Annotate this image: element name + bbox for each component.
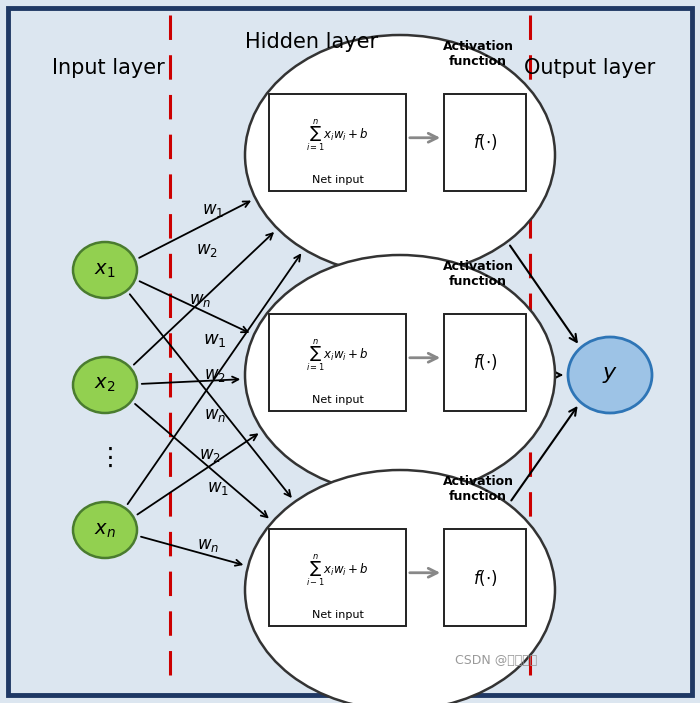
Text: Net input: Net input: [312, 175, 363, 185]
Text: $w_n$: $w_n$: [204, 406, 226, 424]
Text: $\sum_{i-1}^{n} x_i w_i + b$: $\sum_{i-1}^{n} x_i w_i + b$: [306, 552, 369, 588]
Text: $w_2$: $w_2$: [199, 446, 221, 464]
Text: $\vdots$: $\vdots$: [97, 446, 113, 470]
Text: $w_1$: $w_1$: [203, 331, 227, 349]
Text: Output layer: Output layer: [524, 58, 656, 78]
Text: CSDN @皮皮冰燃: CSDN @皮皮冰燃: [455, 654, 538, 666]
FancyBboxPatch shape: [8, 8, 692, 695]
Ellipse shape: [73, 357, 137, 413]
Text: $x_2$: $x_2$: [94, 375, 116, 394]
FancyBboxPatch shape: [444, 529, 526, 626]
Text: $w_2$: $w_2$: [204, 366, 226, 384]
FancyBboxPatch shape: [269, 529, 406, 626]
Ellipse shape: [73, 242, 137, 298]
Ellipse shape: [245, 35, 555, 275]
Text: Input layer: Input layer: [52, 58, 164, 78]
Text: $w_1$: $w_1$: [202, 201, 224, 219]
Text: $w_1$: $w_1$: [207, 479, 229, 497]
Text: $\sum_{i=1}^{n} x_i w_i + b$: $\sum_{i=1}^{n} x_i w_i + b$: [306, 117, 369, 153]
Text: $f(\cdot)$: $f(\cdot)$: [473, 132, 498, 153]
Text: $f(\cdot)$: $f(\cdot)$: [473, 352, 498, 373]
Text: Net input: Net input: [312, 395, 363, 405]
Text: Net input: Net input: [312, 610, 363, 620]
Ellipse shape: [245, 470, 555, 703]
FancyBboxPatch shape: [269, 94, 406, 191]
Text: $x_n$: $x_n$: [94, 520, 116, 539]
Text: Activation
function: Activation function: [442, 475, 514, 503]
Text: $f(\cdot)$: $f(\cdot)$: [473, 567, 498, 588]
FancyBboxPatch shape: [444, 94, 526, 191]
FancyBboxPatch shape: [269, 314, 406, 411]
FancyBboxPatch shape: [444, 314, 526, 411]
Text: Hidden layer: Hidden layer: [245, 32, 378, 52]
Text: $w_n$: $w_n$: [197, 536, 219, 554]
Text: Activation
function: Activation function: [442, 40, 514, 68]
Text: $y$: $y$: [602, 365, 618, 385]
Ellipse shape: [73, 502, 137, 558]
Ellipse shape: [245, 255, 555, 495]
Text: $w_n$: $w_n$: [189, 291, 211, 309]
Text: $\sum_{i=1}^{n} x_i w_i + b$: $\sum_{i=1}^{n} x_i w_i + b$: [306, 337, 369, 373]
Text: Activation
function: Activation function: [442, 260, 514, 288]
Text: $w_2$: $w_2$: [196, 241, 218, 259]
Ellipse shape: [568, 337, 652, 413]
Text: $x_1$: $x_1$: [94, 261, 116, 280]
